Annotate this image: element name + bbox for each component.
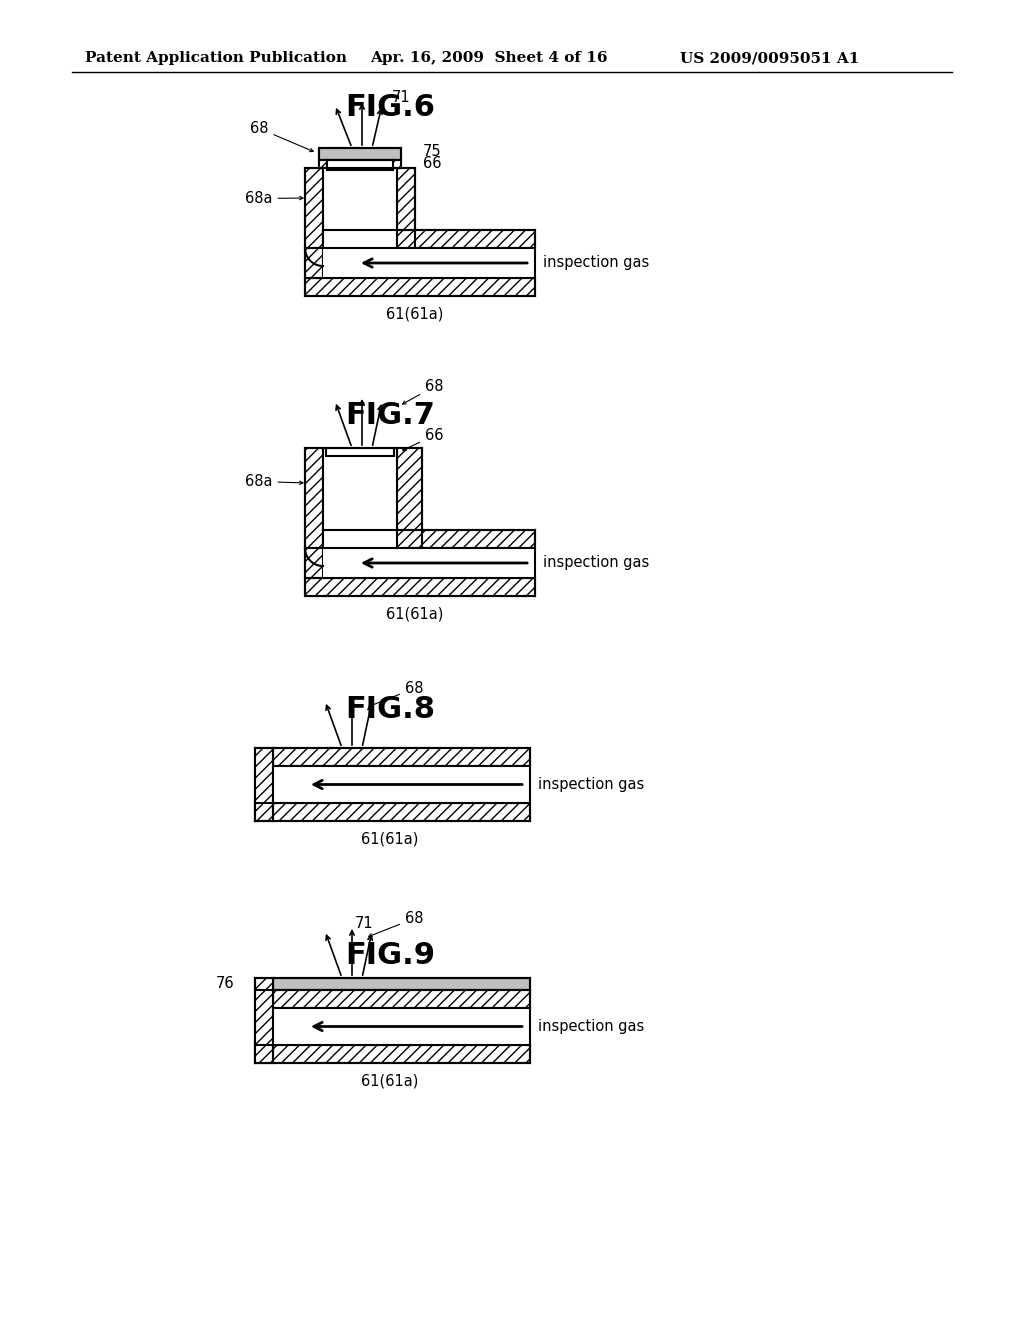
Text: FIG.8: FIG.8 (345, 696, 435, 725)
Text: 68: 68 (402, 379, 443, 404)
Text: 75: 75 (423, 144, 441, 160)
Text: 61(61a): 61(61a) (361, 832, 419, 846)
Text: 68: 68 (250, 121, 313, 152)
Polygon shape (255, 978, 273, 1063)
Text: 61(61a): 61(61a) (386, 306, 443, 322)
Text: Patent Application Publication: Patent Application Publication (85, 51, 347, 65)
Text: FIG.6: FIG.6 (345, 94, 435, 123)
Polygon shape (323, 230, 535, 248)
Polygon shape (305, 168, 323, 248)
Polygon shape (305, 578, 535, 597)
Polygon shape (273, 990, 530, 1008)
Polygon shape (255, 1045, 530, 1063)
Polygon shape (397, 168, 415, 248)
Bar (323, 248, 535, 279)
Text: inspection gas: inspection gas (543, 556, 649, 570)
Text: FIG.9: FIG.9 (345, 940, 435, 969)
Polygon shape (397, 447, 422, 548)
Polygon shape (323, 531, 535, 548)
Text: inspection gas: inspection gas (543, 256, 649, 271)
Polygon shape (305, 447, 323, 548)
Text: 76: 76 (216, 977, 234, 991)
Bar (319, 148, 401, 160)
Polygon shape (319, 160, 401, 168)
Text: 61(61a): 61(61a) (361, 1073, 419, 1089)
Bar (327, 160, 393, 170)
Text: FIG.7: FIG.7 (345, 400, 435, 429)
Polygon shape (305, 248, 323, 279)
Text: 68a: 68a (245, 191, 303, 206)
Polygon shape (305, 548, 323, 578)
Bar (326, 447, 394, 455)
Text: 71: 71 (392, 91, 411, 106)
Bar (323, 548, 535, 578)
Text: 68: 68 (369, 681, 424, 706)
Text: inspection gas: inspection gas (538, 1019, 644, 1034)
Text: US 2009/0095051 A1: US 2009/0095051 A1 (680, 51, 859, 65)
Text: 68: 68 (369, 911, 424, 937)
Text: 61(61a): 61(61a) (386, 606, 443, 622)
Polygon shape (255, 803, 530, 821)
Text: inspection gas: inspection gas (538, 777, 644, 792)
Polygon shape (305, 279, 535, 296)
Bar (323, 447, 397, 548)
Polygon shape (255, 748, 273, 821)
Text: 71: 71 (355, 916, 374, 931)
Bar (323, 168, 397, 248)
Polygon shape (273, 748, 530, 766)
Text: 68a: 68a (245, 474, 303, 488)
Text: Apr. 16, 2009  Sheet 4 of 16: Apr. 16, 2009 Sheet 4 of 16 (370, 51, 607, 65)
Bar (273, 766, 530, 803)
Text: 66: 66 (402, 428, 443, 450)
Bar (273, 1008, 530, 1045)
Bar (273, 978, 530, 990)
Text: 66: 66 (423, 157, 441, 172)
